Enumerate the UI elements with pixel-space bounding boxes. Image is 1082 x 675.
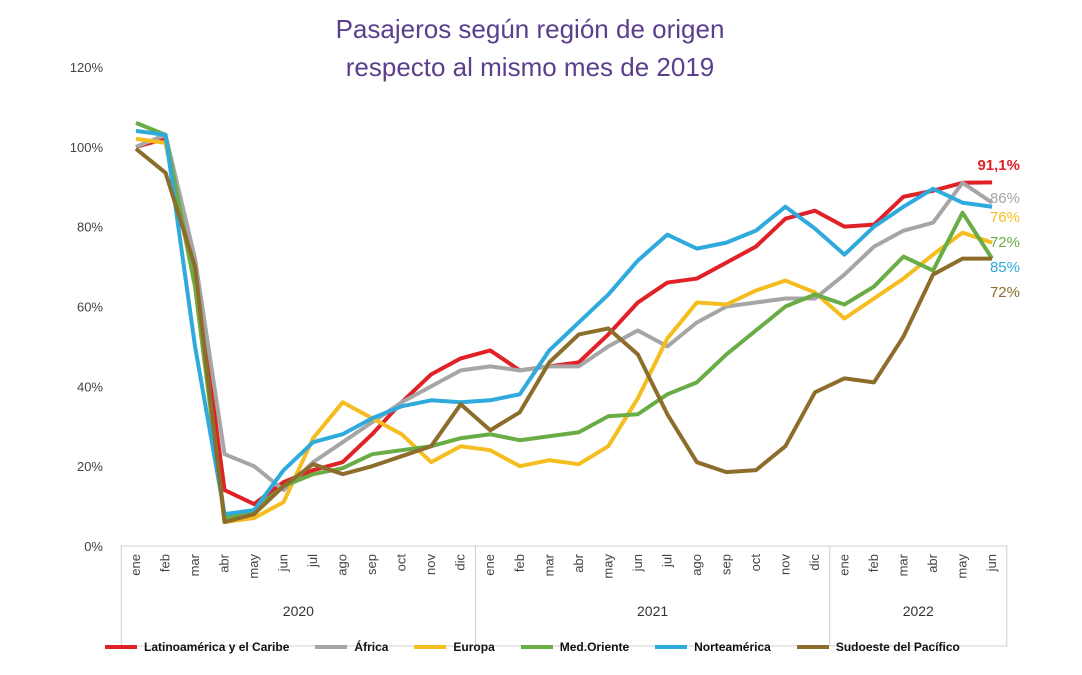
y-tick-label: 120% <box>70 60 104 75</box>
legend: Latinoamérica y el Caribe África Europa Med… <box>105 640 960 654</box>
x-tick-label: jun <box>276 554 291 572</box>
y-tick-label: 80% <box>77 220 103 235</box>
x-tick-label: dic <box>453 554 468 571</box>
x-tick-label: ene <box>482 554 497 576</box>
year-label: 2021 <box>637 603 668 619</box>
legend-label: África <box>354 640 389 654</box>
x-tick-label: sep <box>364 554 379 575</box>
y-tick-label: 40% <box>77 379 103 394</box>
x-tick-label: jun <box>630 554 645 572</box>
y-tick-label: 20% <box>77 459 103 474</box>
x-tick-label: nov <box>423 554 438 575</box>
legend-item: Europa <box>414 640 495 654</box>
year-label: 2020 <box>283 603 314 619</box>
end-value-label: 86% <box>990 190 1020 207</box>
x-tick-label: may <box>246 554 261 579</box>
legend-swatch <box>315 645 348 649</box>
series-line <box>135 136 993 507</box>
x-tick-label: jul <box>305 554 320 568</box>
end-value-label: 85% <box>990 259 1020 276</box>
legend-swatch <box>414 645 447 649</box>
y-tick-label: 0% <box>84 539 103 554</box>
x-tick-label: dic <box>807 554 822 571</box>
legend-label: Norteamérica <box>694 640 771 654</box>
x-tick-label: feb <box>158 554 173 572</box>
x-tick-label: ene <box>128 554 143 576</box>
x-tick-label: mar <box>541 553 556 576</box>
legend-swatch <box>520 645 553 649</box>
y-tick-label: 100% <box>70 140 104 155</box>
x-tick-label: ago <box>335 554 350 576</box>
legend-label: Sudoeste del Pacífico <box>835 640 960 654</box>
x-tick-label: oct <box>748 554 763 572</box>
x-tick-label: mar <box>896 553 911 576</box>
x-tick-label: may <box>955 554 970 579</box>
chart-subtitle: respecto al mismo mes de 2019 <box>345 52 715 82</box>
chart-title: Pasajeros según región de origen <box>335 14 725 44</box>
x-tick-label: feb <box>866 554 881 572</box>
end-value-label: 76% <box>990 209 1020 226</box>
y-tick-label: 60% <box>77 300 103 315</box>
end-value-label: 72% <box>990 234 1020 251</box>
series-line <box>135 128 993 517</box>
legend-swatch <box>105 645 137 649</box>
x-tick-label: may <box>600 554 615 579</box>
legend-item: Norteamérica <box>655 640 771 654</box>
legend-item: África <box>315 640 388 654</box>
legend-item: Med.Oriente <box>520 640 630 654</box>
year-label: 2022 <box>903 603 934 619</box>
x-tick-label: jun <box>984 554 999 572</box>
series-line <box>135 132 994 493</box>
x-tick-label: abr <box>571 553 586 572</box>
legend-label: Europa <box>453 640 495 654</box>
legend-swatch <box>655 645 688 649</box>
legend-label: Med.Oriente <box>559 640 630 654</box>
series-line <box>135 136 993 525</box>
x-tick-label: abr <box>217 553 232 572</box>
x-tick-label: mar <box>187 553 202 576</box>
x-tick-label: ene <box>836 554 851 576</box>
x-tick-label: oct <box>394 554 409 572</box>
end-value-label: 91,1% <box>977 157 1020 174</box>
x-tick-label: sep <box>718 554 733 575</box>
x-tick-label: feb <box>512 554 527 572</box>
series-line <box>135 121 994 521</box>
x-tick-label: abr <box>925 553 940 572</box>
series-line <box>134 147 993 525</box>
legend-swatch <box>796 645 829 649</box>
legend-item: Sudoeste del Pacífico <box>796 640 960 654</box>
legend-label: Latinoamérica y el Caribe <box>144 640 290 654</box>
end-value-label: 72% <box>990 284 1020 301</box>
x-tick-label: jul <box>659 554 674 568</box>
legend-item: Latinoamérica y el Caribe <box>105 640 289 654</box>
x-tick-label: ago <box>689 554 704 576</box>
x-tick-label: nov <box>777 554 792 575</box>
